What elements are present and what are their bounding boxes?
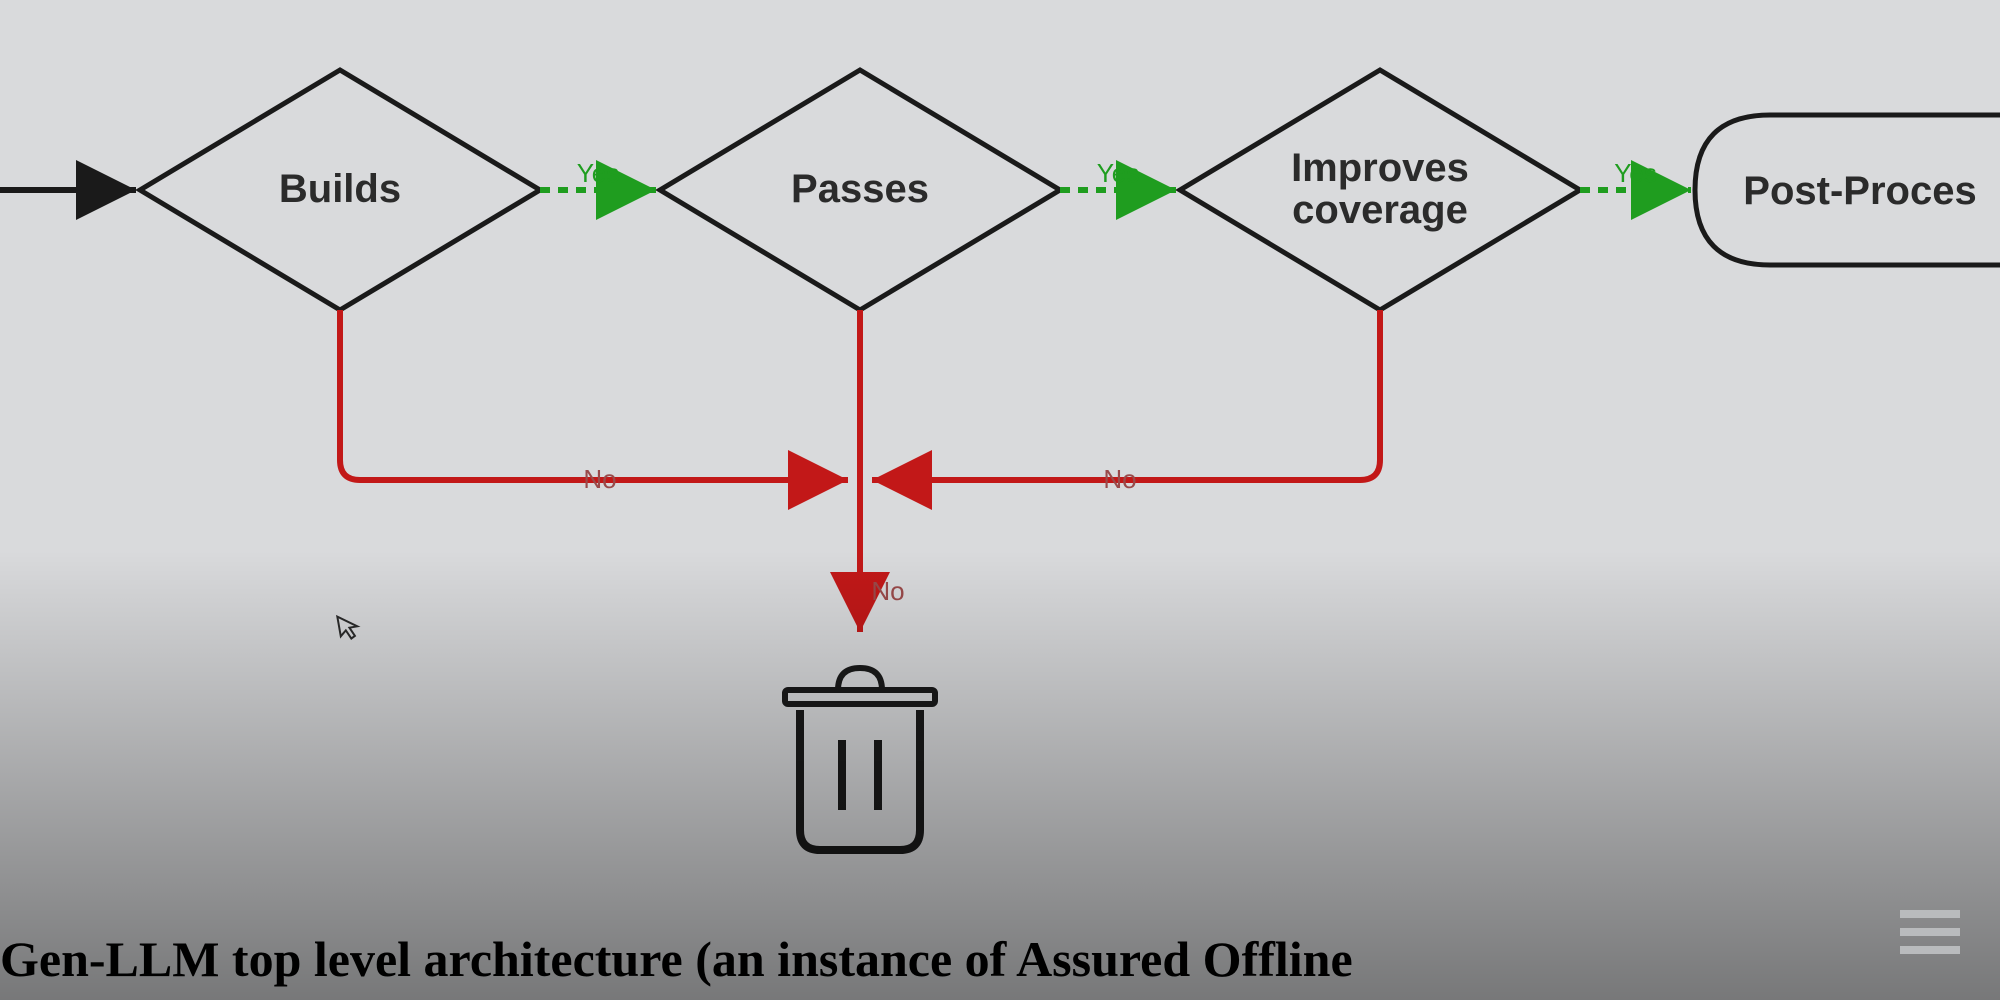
edge-label: Yes — [1614, 158, 1656, 188]
edge-label: Yes — [577, 158, 619, 188]
trash-icon — [785, 690, 935, 704]
trash-icon — [800, 710, 920, 850]
node-label-passes: Passes — [791, 167, 929, 211]
diagram-stage: Builds Passes Improvescoverage Post-Proces Y… — [0, 0, 2000, 1000]
node-label-improves: Improves — [1291, 146, 1469, 190]
node-label-builds: Builds — [279, 167, 401, 211]
node-label-improves: coverage — [1292, 188, 1468, 232]
edge-label: No — [583, 464, 616, 494]
flowchart-svg: Builds Passes Improvescoverage Post-Proces Y… — [0, 0, 2000, 1000]
edge — [340, 310, 848, 480]
node-label-post: Post-Proces — [1743, 169, 1976, 213]
edge-label: No — [1103, 464, 1136, 494]
edge-label: Yes — [1097, 158, 1139, 188]
figure-caption: Gen-LLM top level architecture (an insta… — [0, 930, 2000, 988]
edge-label: No — [871, 576, 904, 606]
edge — [872, 310, 1380, 480]
trash-icon — [838, 668, 882, 690]
